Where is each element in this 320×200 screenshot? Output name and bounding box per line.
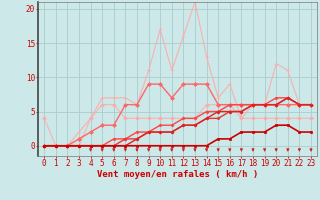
- X-axis label: Vent moyen/en rafales ( km/h ): Vent moyen/en rafales ( km/h ): [97, 170, 258, 179]
